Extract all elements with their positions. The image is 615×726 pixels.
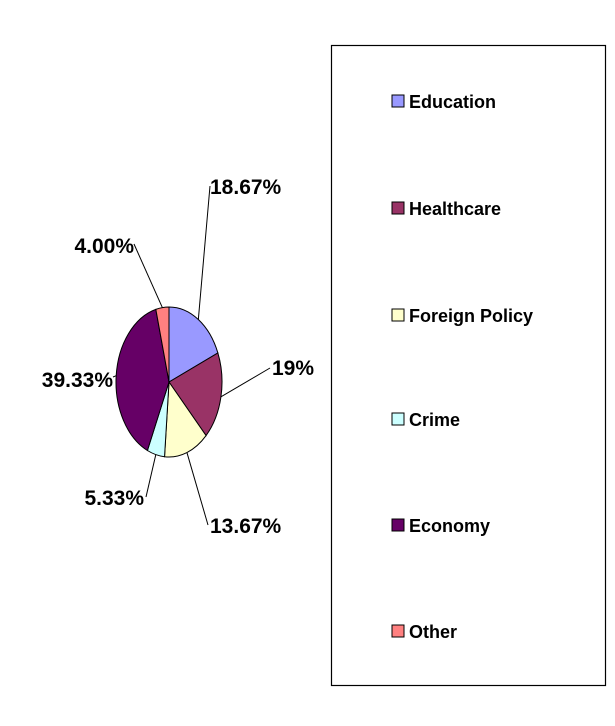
leader-line-foreign-policy	[186, 452, 209, 526]
pie-slice-education	[168, 306, 219, 383]
data-label-healthcare: 19%	[272, 357, 314, 380]
data-label-education: 18.67%	[210, 176, 282, 199]
legend-swatch-healthcare	[391, 201, 405, 215]
legend: Education Healthcare Foreign Policy Crim…	[330, 44, 607, 687]
data-label-economy: 39.33%	[42, 369, 114, 392]
legend-swatch-economy	[391, 518, 405, 532]
legend-swatch-education	[391, 94, 405, 108]
legend-label-crime: Crime	[409, 410, 460, 430]
leader-line-education	[197, 185, 211, 320]
legend-swatch-foreign-policy	[391, 308, 405, 322]
leader-line-crime	[145, 454, 157, 498]
legend-label-healthcare: Healthcare	[409, 199, 501, 219]
legend-swatch-crime	[391, 412, 405, 426]
legend-label-economy: Economy	[409, 516, 490, 536]
pie-slice-foreign-policy	[164, 380, 207, 458]
pie-slices	[115, 306, 223, 458]
legend-label-education: Education	[409, 92, 496, 112]
data-label-crime: 5.33%	[84, 487, 144, 510]
legend-swatch-other	[391, 624, 405, 638]
leader-line-economy	[112, 375, 117, 378]
data-label-foreign-policy: 13.67%	[210, 515, 282, 538]
leader-line-other	[133, 243, 163, 308]
leader-line-healthcare	[220, 367, 271, 398]
data-labels: 18.67% 19% 13.67% 5.33% 39.33% 4.00%	[42, 176, 315, 538]
legend-label-foreign-policy: Foreign Policy	[409, 306, 533, 326]
pie-slice-healthcare	[168, 352, 223, 437]
pie-slice-other	[155, 306, 170, 383]
legend-box	[330, 44, 607, 687]
legend-label-other: Other	[409, 622, 457, 642]
data-label-other: 4.00%	[74, 235, 134, 258]
leader-lines	[112, 185, 271, 526]
